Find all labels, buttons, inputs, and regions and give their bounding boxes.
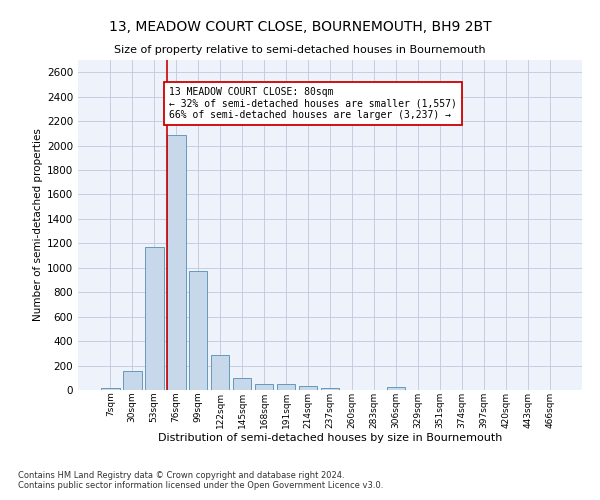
Bar (255, 384, 274, 390)
Text: Size of property relative to semi-detached houses in Bournemouth: Size of property relative to semi-detach… (114, 45, 486, 55)
Y-axis label: Number of semi-detached properties: Number of semi-detached properties (33, 128, 43, 322)
Bar (277, 384, 295, 390)
Bar (211, 354, 229, 390)
Bar (167, 134, 185, 390)
Text: Contains public sector information licensed under the Open Government Licence v3: Contains public sector information licen… (18, 480, 383, 490)
Bar (233, 378, 251, 390)
X-axis label: Distribution of semi-detached houses by size in Bournemouth: Distribution of semi-detached houses by … (158, 434, 502, 444)
Bar (189, 271, 208, 390)
Text: Contains HM Land Registry data © Crown copyright and database right 2024.: Contains HM Land Registry data © Crown c… (18, 470, 344, 480)
Bar (123, 371, 142, 390)
Bar (145, 247, 164, 390)
Bar (386, 387, 405, 390)
Text: 13 MEADOW COURT CLOSE: 80sqm
← 32% of semi-detached houses are smaller (1,557)
6: 13 MEADOW COURT CLOSE: 80sqm ← 32% of se… (169, 87, 457, 120)
Bar (101, 388, 119, 390)
Text: 13, MEADOW COURT CLOSE, BOURNEMOUTH, BH9 2BT: 13, MEADOW COURT CLOSE, BOURNEMOUTH, BH9… (109, 20, 491, 34)
Bar (320, 388, 340, 390)
Bar (299, 386, 317, 390)
